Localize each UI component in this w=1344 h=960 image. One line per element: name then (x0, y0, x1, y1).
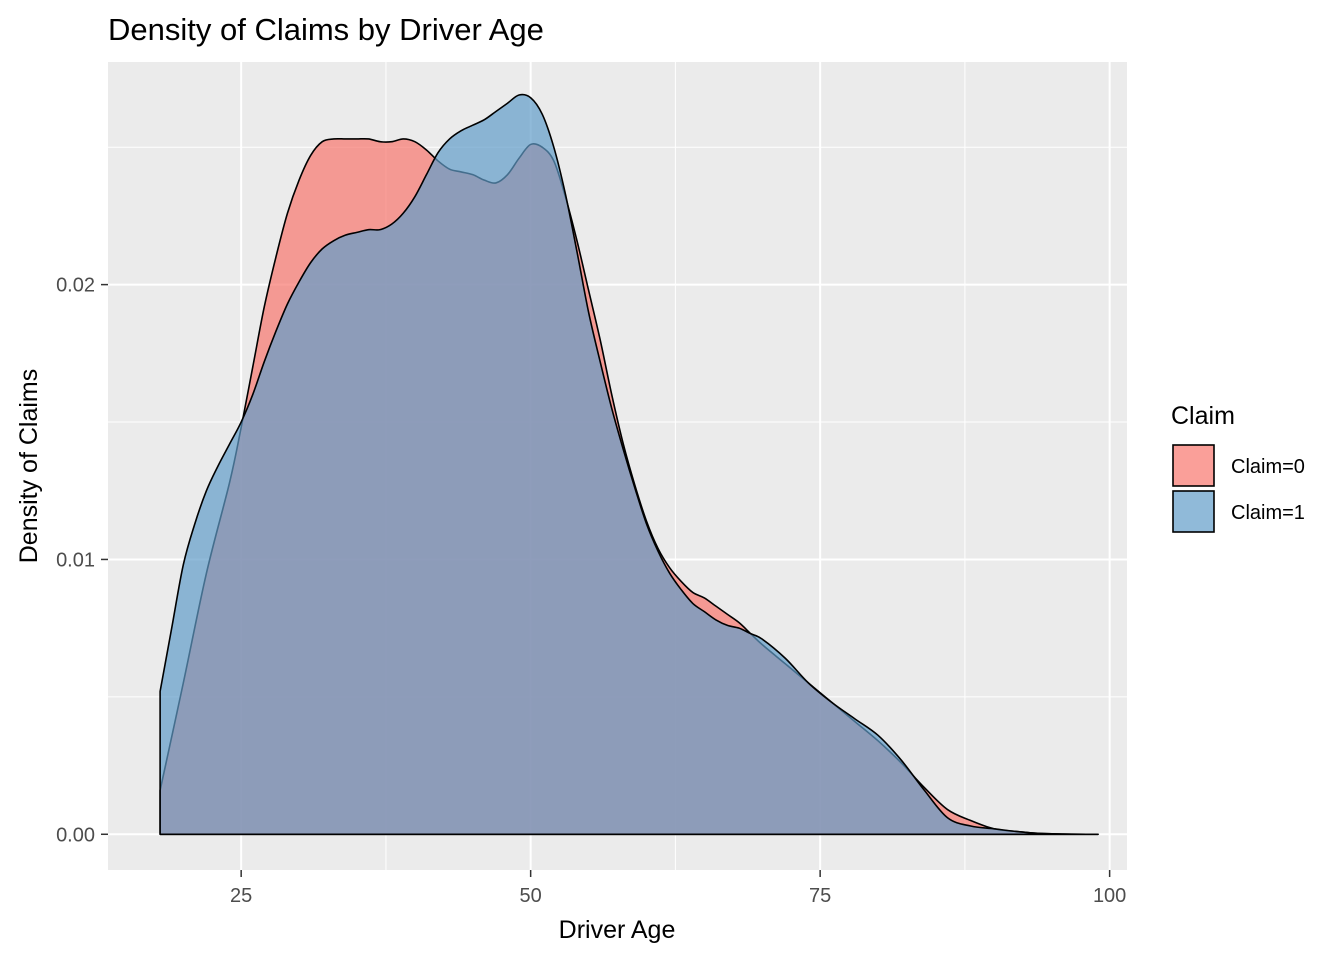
y-axis: 0.00 0.01 0.02 (56, 275, 108, 846)
y-tick-label: 0.00 (56, 824, 95, 846)
legend-title: Claim (1171, 402, 1235, 430)
legend-label: Claim=0 (1231, 456, 1305, 478)
y-tick-label: 0.01 (56, 549, 95, 571)
y-axis-title: Density of Claims (15, 369, 43, 564)
chart-title: Density of Claims by Driver Age (108, 12, 544, 47)
x-tick-label: 100 (1093, 885, 1126, 907)
density-area-series-1 (159, 93, 1099, 836)
legend-label: Claim=1 (1231, 502, 1305, 524)
legend-swatch (1172, 490, 1215, 533)
x-tick-label: 75 (809, 885, 831, 907)
legend-swatch (1172, 444, 1215, 487)
x-tick-label: 50 (520, 885, 542, 907)
x-axis-title: Driver Age (559, 916, 676, 944)
density-areas (159, 93, 1099, 836)
y-tick-label: 0.02 (56, 275, 95, 297)
legend: Claim Claim=0 Claim=1 (1171, 402, 1305, 533)
x-tick-label: 25 (230, 885, 252, 907)
x-axis: 25 50 75 100 (230, 870, 1126, 907)
